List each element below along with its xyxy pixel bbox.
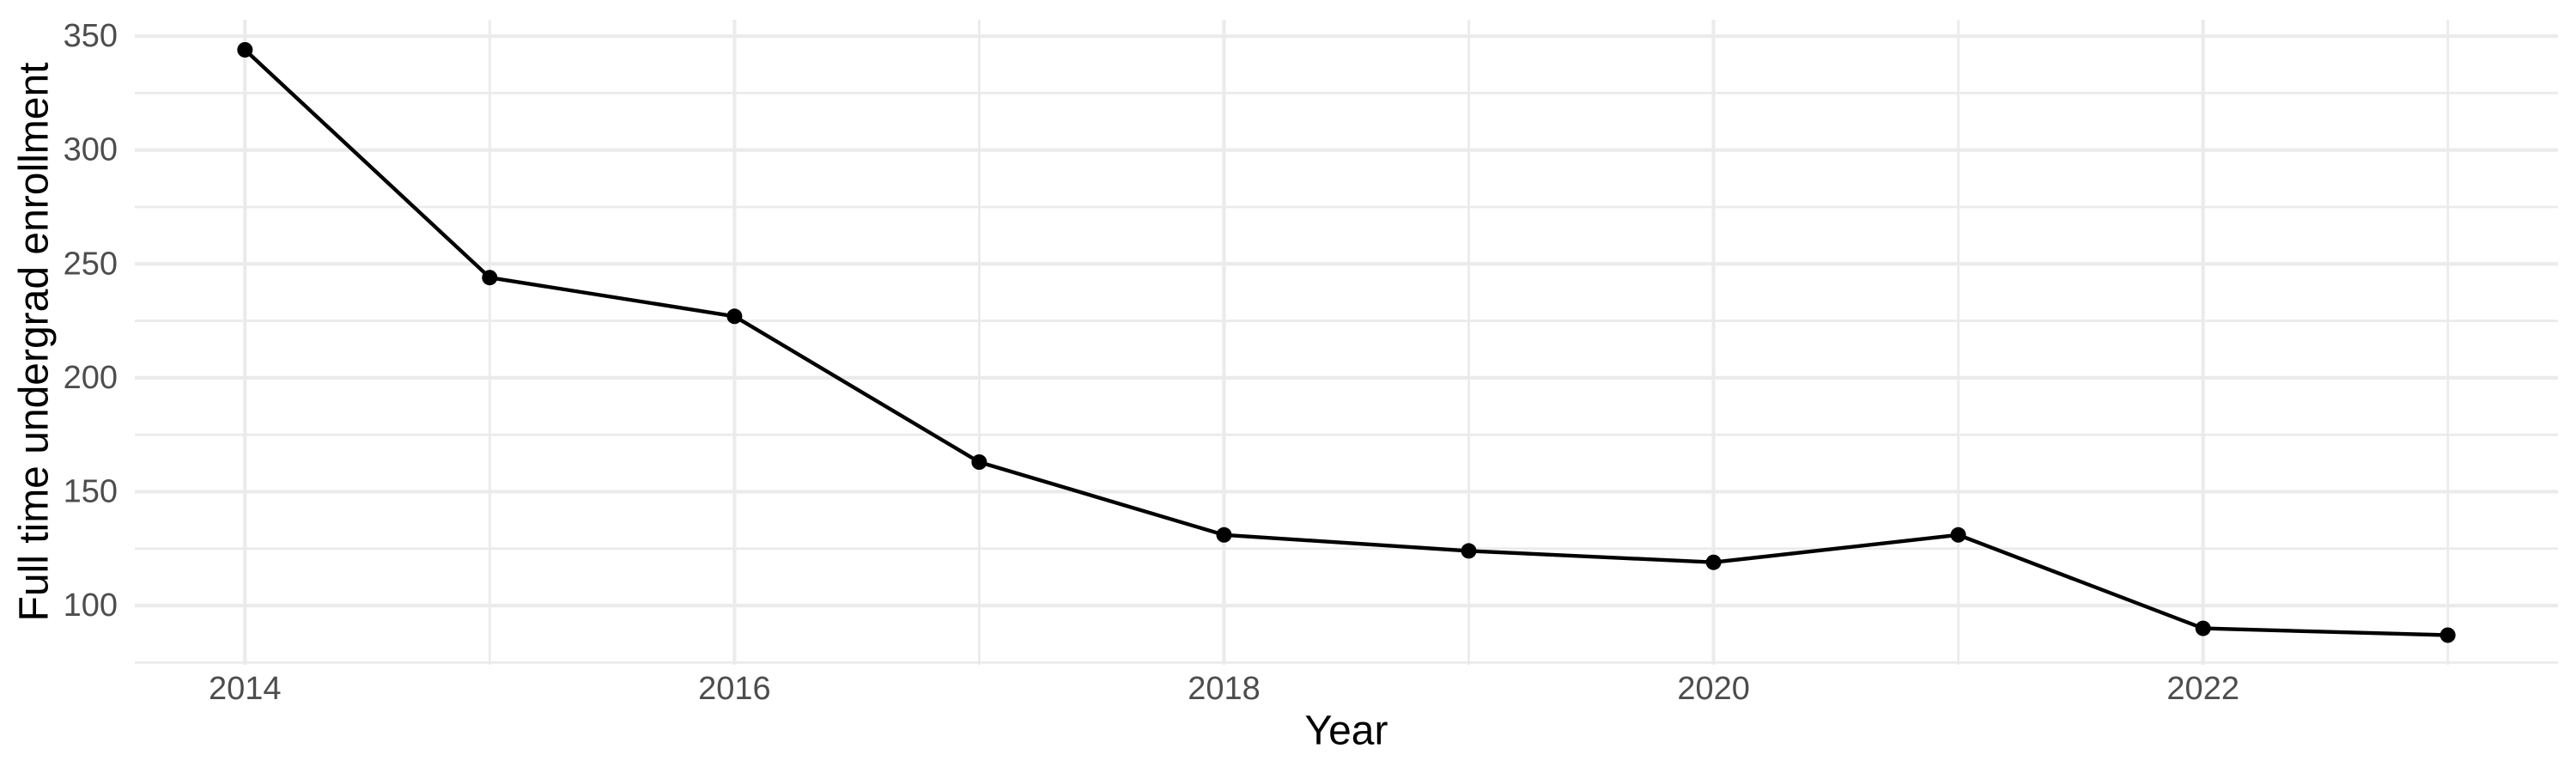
minor-gridlines — [135, 20, 2558, 665]
data-point-2014 — [237, 42, 253, 58]
x-axis-tick-labels: 2014 2016 2018 2020 2022 — [209, 671, 2239, 707]
data-point-2019 — [1461, 543, 1477, 559]
y-tick-label-150: 150 — [64, 474, 118, 510]
data-point-2022 — [2195, 620, 2211, 636]
data-point-2015 — [482, 270, 498, 286]
y-axis-tick-labels: 100 150 200 250 300 350 — [64, 18, 118, 624]
y-tick-label-100: 100 — [64, 587, 118, 624]
data-point-2018 — [1216, 526, 1232, 543]
data-series — [237, 42, 2456, 643]
y-tick-label-350: 350 — [64, 18, 118, 54]
x-tick-label-2020: 2020 — [1677, 671, 1750, 707]
series-line-full-time-undergrad-enrollment — [243, 48, 2448, 637]
y-axis-title: Full time undergrad enrollment — [12, 63, 58, 622]
y-tick-label-300: 300 — [64, 132, 118, 168]
x-tick-label-2016: 2016 — [698, 671, 771, 707]
y-tick-label-250: 250 — [64, 246, 118, 282]
x-tick-label-2018: 2018 — [1188, 671, 1261, 707]
data-point-2021 — [1950, 526, 1966, 543]
x-tick-label-2014: 2014 — [209, 671, 282, 707]
x-tick-label-2022: 2022 — [2166, 671, 2239, 707]
x-axis-title: Year — [1305, 709, 1388, 754]
major-gridlines — [135, 20, 2558, 665]
y-tick-label-200: 200 — [64, 360, 118, 396]
data-point-2017 — [971, 454, 987, 470]
data-point-2016 — [726, 308, 743, 325]
data-point-2023 — [2439, 627, 2456, 643]
data-point-2020 — [1705, 554, 1722, 570]
